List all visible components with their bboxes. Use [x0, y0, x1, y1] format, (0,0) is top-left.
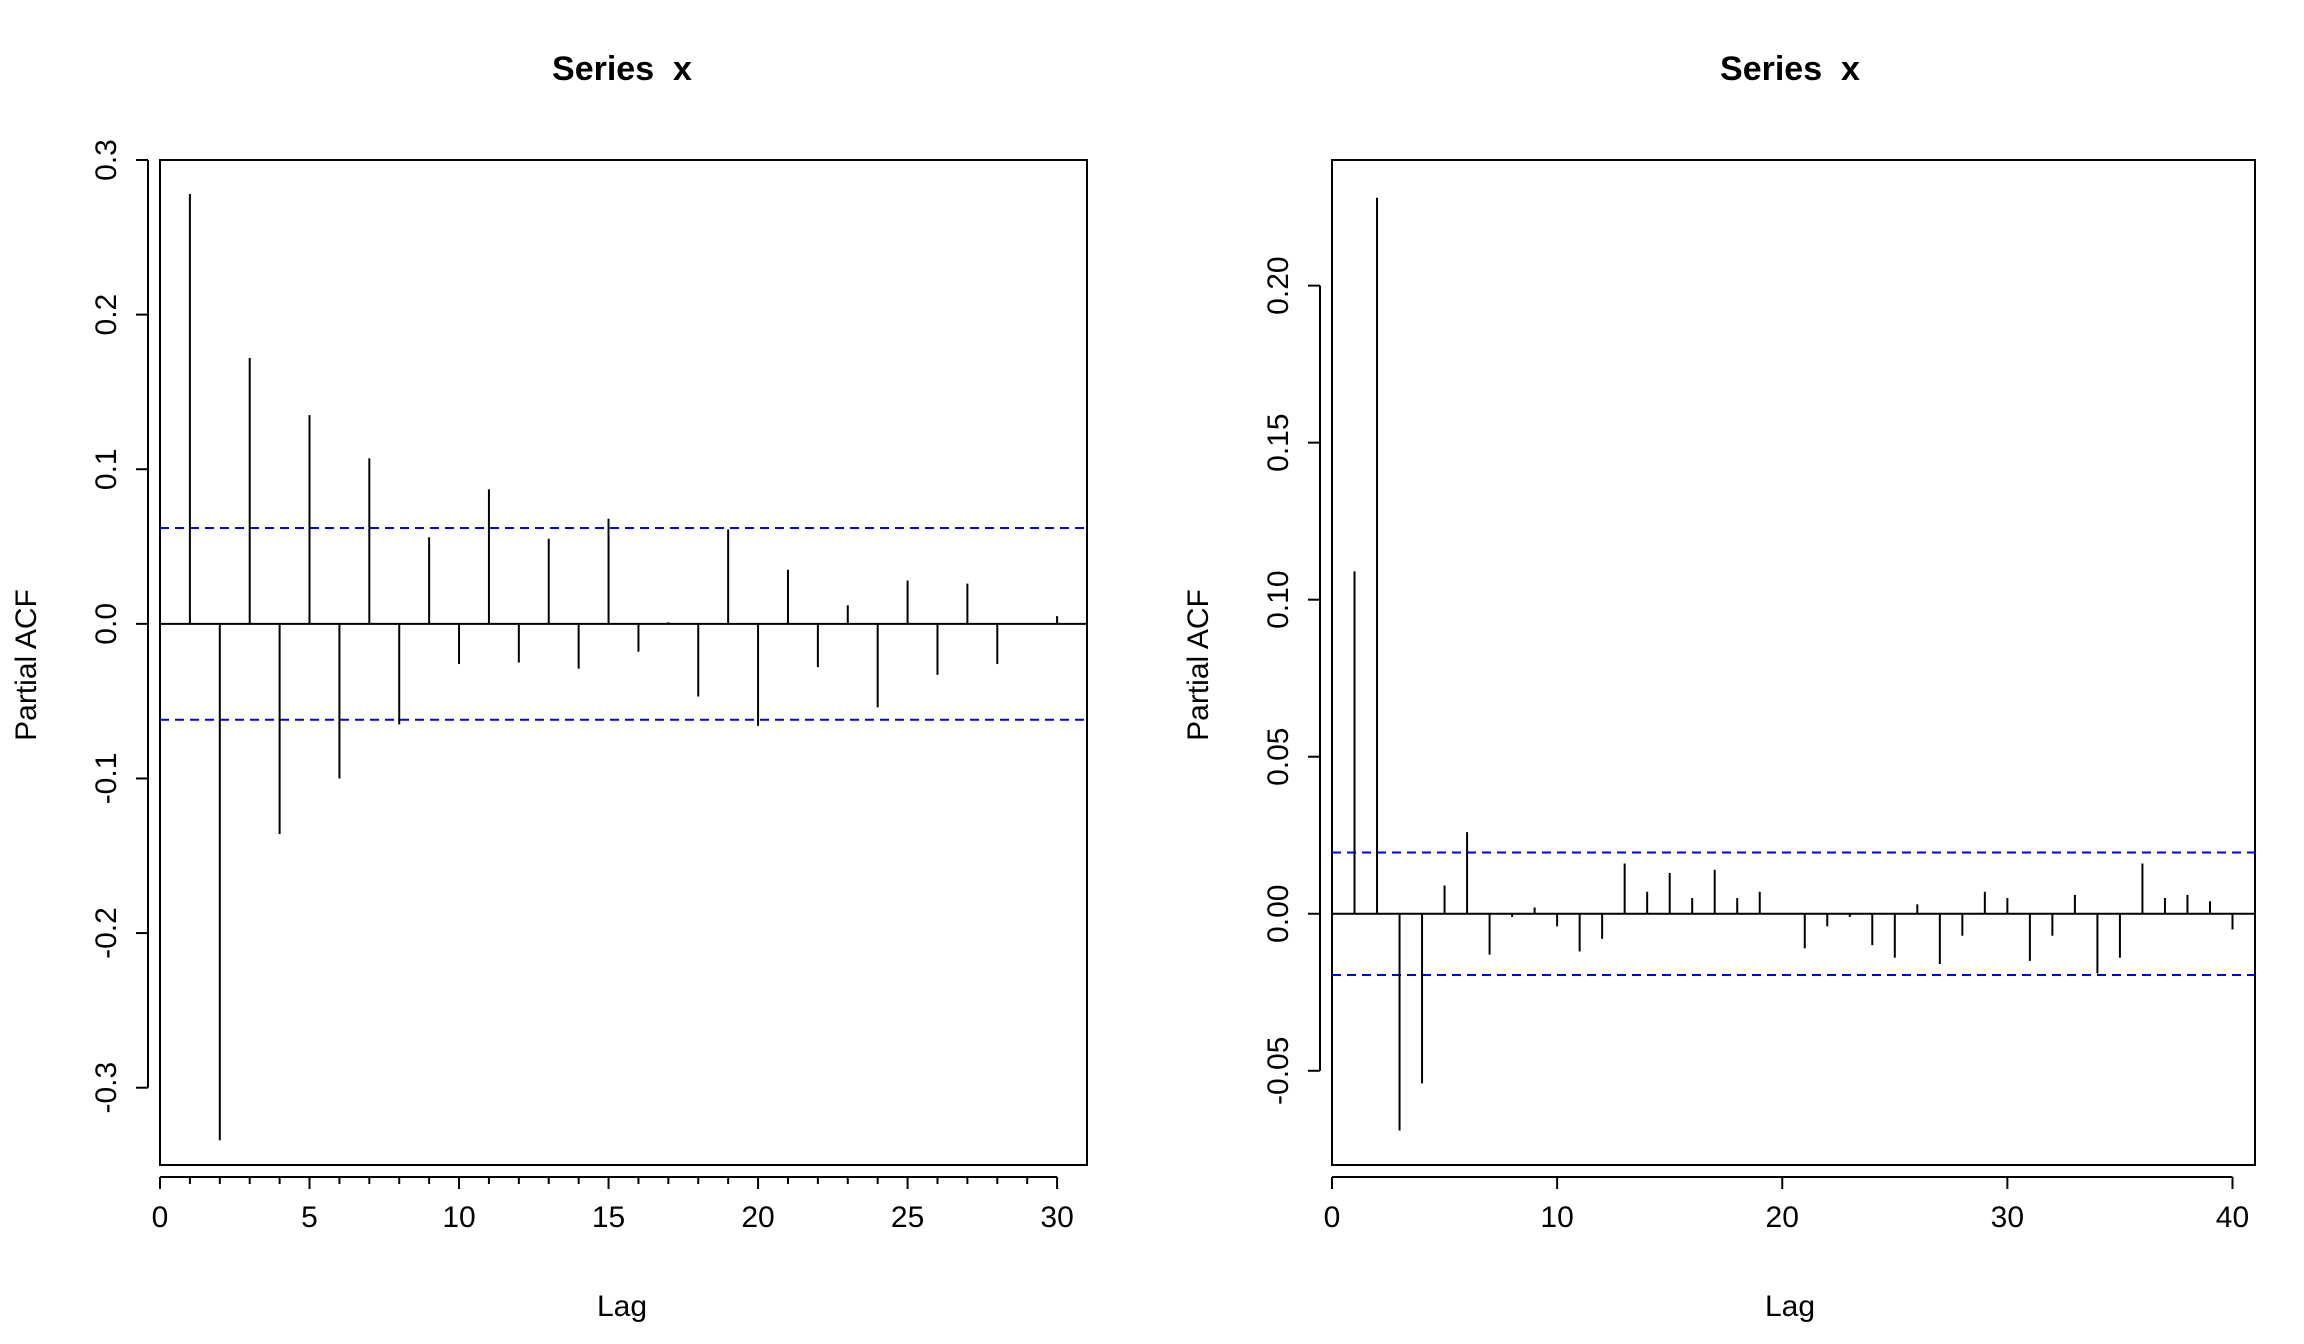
- right-y-axis-label: Partial ACF: [1182, 589, 1215, 741]
- left-y-axis-label: Partial ACF: [10, 589, 43, 741]
- right-x-tick-label: 40: [2216, 1201, 2249, 1234]
- right-plot-title: Series x: [1720, 50, 1860, 88]
- right-x-tick-label: 20: [1766, 1201, 1799, 1234]
- right-x-tick-label: 30: [1991, 1201, 2024, 1234]
- left-plot-marks: 0 5 10 15 20 25 30 -0.3 -0.2 -0.1 0.0 0.1 0.2 0.3: [90, 139, 1088, 1234]
- left-x-axis-label: Lag: [597, 1290, 647, 1323]
- left-x-tick-label: 0: [152, 1201, 169, 1234]
- left-plot: Series x Lag Partial ACF 0 5 10 15 20 25 30 -0.…: [10, 50, 1088, 1323]
- right-x-tick-label: 10: [1540, 1201, 1573, 1234]
- left-y-tick-label: -0.1: [90, 753, 123, 805]
- left-y-tick-label: 0.3: [90, 139, 123, 181]
- right-plot-frame: [1331, 159, 2256, 1166]
- left-y-tick-label: -0.2: [90, 907, 123, 959]
- left-y-tick-label: -0.3: [90, 1062, 123, 1114]
- right-y-tick-label: 0.15: [1262, 413, 1295, 471]
- right-y-tick-label: 0.00: [1262, 885, 1295, 943]
- right-y-tick-label: 0.05: [1262, 728, 1295, 786]
- left-x-tick-label: 25: [891, 1201, 924, 1234]
- left-x-tick-label: 10: [442, 1201, 475, 1234]
- right-plot: Series x Lag Partial ACF 0 10 20 30 40-0.050…: [1182, 50, 2256, 1323]
- right-y-tick-label: 0.10: [1262, 570, 1295, 628]
- left-x-tick-label: 5: [301, 1201, 318, 1234]
- left-x-tick-label: 30: [1040, 1201, 1073, 1234]
- left-y-tick-label: 0.2: [90, 294, 123, 336]
- left-x-tick-label: 20: [741, 1201, 774, 1234]
- right-plot-marks: 0 10 20 30 40 -0.05 0.00 0.05 0.10 0.15 0.20: [1262, 159, 2256, 1234]
- left-y-tick-label: 0.0: [90, 603, 123, 645]
- left-x-tick-label: 15: [592, 1201, 625, 1234]
- left-plot-frame: [159, 159, 1088, 1166]
- right-y-tick-label: 0.20: [1262, 256, 1295, 314]
- left-plot-title: Series x: [552, 50, 692, 88]
- right-x-tick-label: 0: [1324, 1201, 1341, 1234]
- right-x-axis-label: Lag: [1765, 1290, 1815, 1323]
- right-y-tick-label: -0.05: [1262, 1037, 1295, 1105]
- left-y-tick-label: 0.1: [90, 448, 123, 490]
